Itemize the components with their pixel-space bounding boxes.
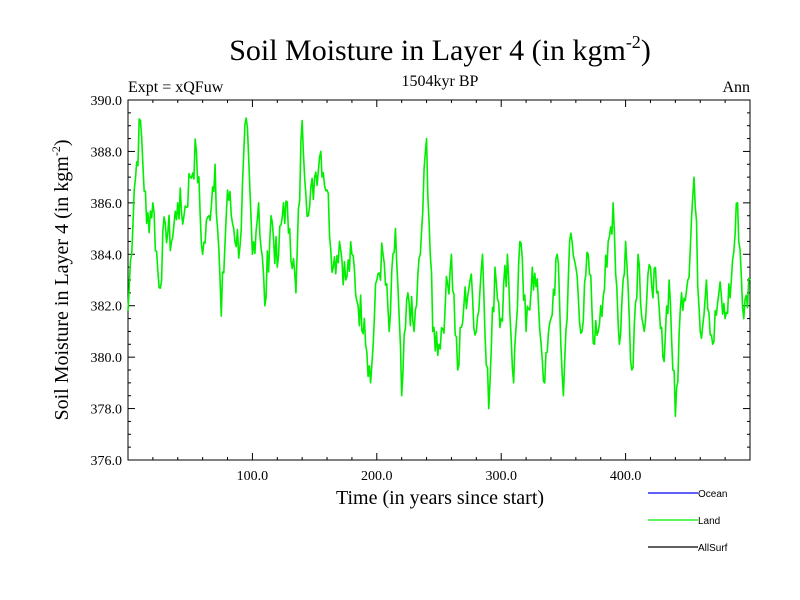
legend: Ocean Land AllSurf	[648, 489, 728, 554]
x-tick-label: 200.0	[361, 469, 393, 484]
x-axis-label: Time (in years since start)	[336, 487, 544, 509]
subtitle-experiment: Expt = xQFuw	[128, 79, 224, 96]
y-tick-label: 378.0	[91, 403, 123, 418]
subtitle-period: 1504kyr BP	[402, 73, 479, 90]
y-tick-label: 390.0	[91, 94, 123, 109]
y-tick-label: 386.0	[91, 197, 123, 212]
y-axis: 376.0 378.0 380.0 382.0 384.0 386.0 388.0 390.0	[91, 94, 750, 469]
series-line-land	[127, 117, 751, 418]
x-axis: 100.0 200.0 300.0 400.0	[152, 100, 726, 484]
series-layer	[127, 117, 751, 418]
legend-label-ocean: Ocean	[698, 489, 727, 500]
y-tick-label: 388.0	[91, 145, 123, 160]
y-tick-label: 382.0	[91, 300, 123, 315]
y-tick-label: 376.0	[91, 454, 123, 469]
legend-label-allsurf: AllSurf	[698, 543, 728, 554]
y-axis-label: Soil Moisture in Layer 4 (in kgm-2)	[49, 139, 73, 420]
y-tick-label: 384.0	[91, 248, 123, 263]
x-tick-label: 300.0	[485, 469, 517, 484]
x-tick-label: 400.0	[610, 469, 642, 484]
subtitle-season: Ann	[722, 79, 750, 96]
x-tick-label: 100.0	[237, 469, 269, 484]
y-tick-label: 380.0	[91, 351, 123, 366]
chart-title: Soil Moisture in Layer 4 (in kgm-2)	[229, 32, 651, 67]
legend-label-land: Land	[698, 516, 720, 527]
